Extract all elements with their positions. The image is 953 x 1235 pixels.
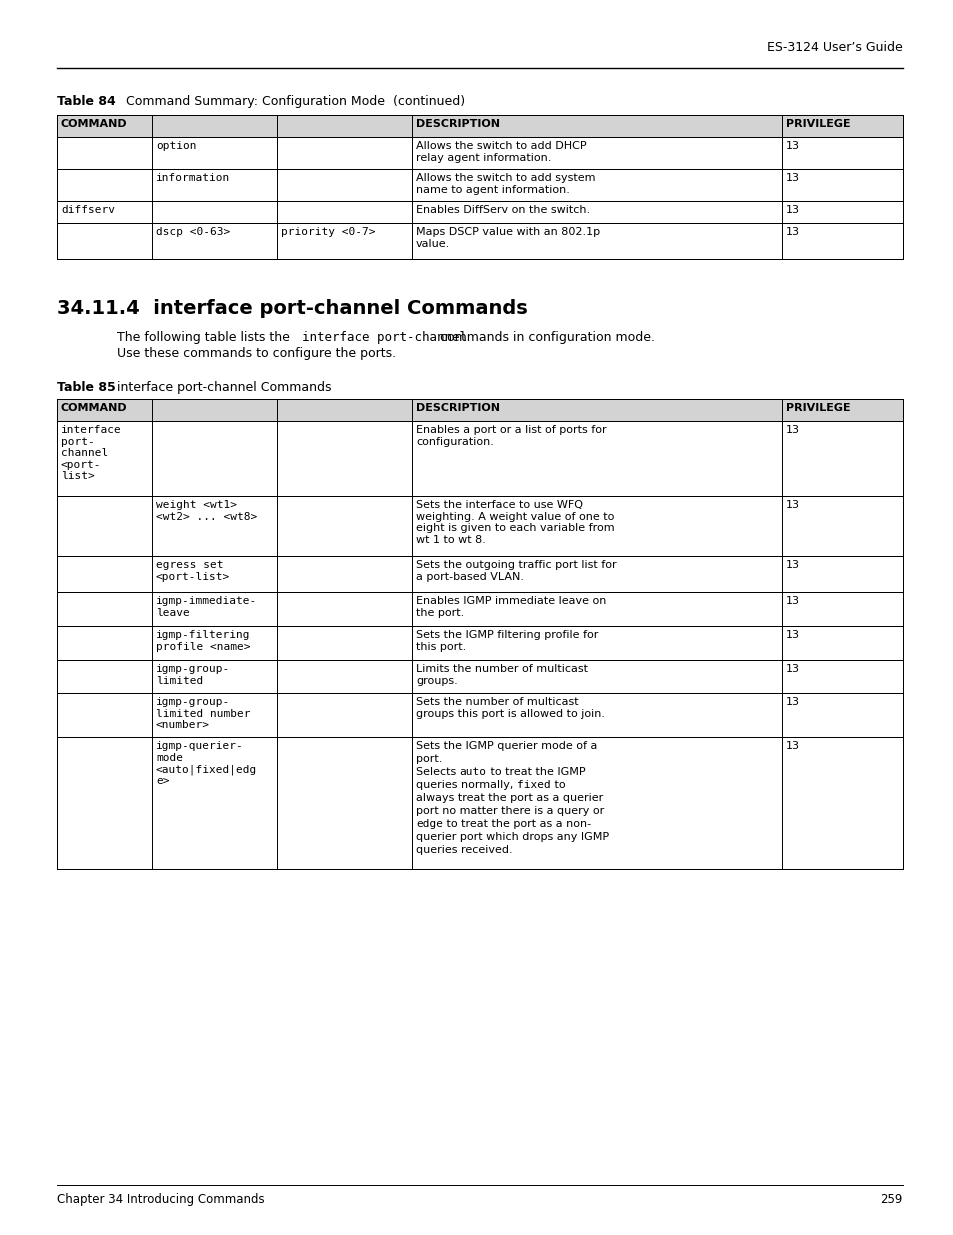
Text: 13: 13 (785, 425, 800, 435)
Text: Enables IGMP immediate leave on
the port.: Enables IGMP immediate leave on the port… (416, 597, 606, 618)
Text: igmp-filtering
profile <name>: igmp-filtering profile <name> (156, 630, 251, 652)
Text: egress set
<port-list>: egress set <port-list> (156, 559, 230, 582)
Text: The following table lists the: The following table lists the (117, 331, 294, 345)
Text: Maps DSCP value with an 802.1p
value.: Maps DSCP value with an 802.1p value. (416, 227, 599, 248)
Text: Chapter 34 Introducing Commands: Chapter 34 Introducing Commands (57, 1193, 264, 1207)
Text: COMMAND: COMMAND (61, 403, 128, 412)
Text: 259: 259 (880, 1193, 902, 1207)
Text: DESCRIPTION: DESCRIPTION (416, 119, 499, 128)
Text: PRIVILEGE: PRIVILEGE (785, 119, 850, 128)
Bar (57, 737, 902, 869)
Text: 13: 13 (785, 559, 800, 571)
Text: 13: 13 (785, 500, 800, 510)
Bar (57, 399, 902, 421)
Text: auto: auto (459, 767, 486, 777)
Text: igmp-group-
limited: igmp-group- limited (156, 664, 230, 685)
Text: commands in configuration mode.: commands in configuration mode. (436, 331, 655, 345)
Text: Command Summary: Configuration Mode  (continued): Command Summary: Configuration Mode (con… (113, 95, 465, 107)
Bar (57, 496, 902, 556)
Text: igmp-querier-
mode
<auto|fixed|edg
e>: igmp-querier- mode <auto|fixed|edg e> (156, 741, 257, 787)
Text: 13: 13 (785, 664, 800, 674)
Text: igmp-group-
limited number
<number>: igmp-group- limited number <number> (156, 697, 251, 730)
Text: 13: 13 (785, 141, 800, 151)
Bar (57, 421, 902, 496)
Text: information: information (156, 173, 230, 183)
Bar (57, 224, 902, 259)
Text: to treat the port as a non-: to treat the port as a non- (442, 819, 591, 829)
Text: 34.11.4  interface port-channel Commands: 34.11.4 interface port-channel Commands (57, 299, 527, 317)
Text: PRIVILEGE: PRIVILEGE (785, 403, 850, 412)
Text: Sets the number of multicast
groups this port is allowed to join.: Sets the number of multicast groups this… (416, 697, 604, 719)
Text: 13: 13 (785, 227, 800, 237)
Text: Use these commands to configure the ports.: Use these commands to configure the port… (117, 347, 395, 359)
Text: diffserv: diffserv (61, 205, 115, 215)
Text: ES-3124 User’s Guide: ES-3124 User’s Guide (766, 41, 902, 54)
Text: 13: 13 (785, 597, 800, 606)
Text: Table 85: Table 85 (57, 382, 115, 394)
Text: to treat the IGMP: to treat the IGMP (486, 767, 585, 777)
Text: port no matter there is a query or: port no matter there is a query or (416, 806, 603, 816)
Text: Limits the number of multicast
groups.: Limits the number of multicast groups. (416, 664, 587, 685)
Text: interface port-channel Commands: interface port-channel Commands (105, 382, 331, 394)
Text: option: option (156, 141, 196, 151)
Text: port.: port. (416, 755, 442, 764)
Text: Table 84: Table 84 (57, 95, 115, 107)
Text: priority <0-7>: priority <0-7> (281, 227, 375, 237)
Bar (57, 201, 902, 224)
Bar (57, 693, 902, 737)
Text: 13: 13 (785, 697, 800, 706)
Text: Sets the interface to use WFQ
weighting. A weight value of one to
eight is given: Sets the interface to use WFQ weighting.… (416, 500, 614, 545)
Text: Allows the switch to add DHCP
relay agent information.: Allows the switch to add DHCP relay agen… (416, 141, 586, 163)
Text: igmp-immediate-
leave: igmp-immediate- leave (156, 597, 257, 618)
Text: Allows the switch to add system
name to agent information.: Allows the switch to add system name to … (416, 173, 595, 195)
Text: dscp <0-63>: dscp <0-63> (156, 227, 230, 237)
Text: fixed: fixed (517, 781, 550, 790)
Text: 13: 13 (785, 741, 800, 751)
Text: 13: 13 (785, 205, 800, 215)
Text: DESCRIPTION: DESCRIPTION (416, 403, 499, 412)
Text: queries normally,: queries normally, (416, 781, 517, 790)
Text: Sets the outgoing traffic port list for
a port-based VLAN.: Sets the outgoing traffic port list for … (416, 559, 616, 582)
Bar (57, 659, 902, 693)
Bar (57, 137, 902, 169)
Text: 13: 13 (785, 173, 800, 183)
Text: to: to (550, 781, 565, 790)
Bar (57, 626, 902, 659)
Bar (57, 592, 902, 626)
Text: Sets the IGMP filtering profile for
this port.: Sets the IGMP filtering profile for this… (416, 630, 598, 652)
Text: interface
port-
channel
<port-
list>: interface port- channel <port- list> (61, 425, 122, 482)
Text: Enables a port or a list of ports for
configuration.: Enables a port or a list of ports for co… (416, 425, 606, 447)
Text: Sets the IGMP querier mode of a: Sets the IGMP querier mode of a (416, 741, 597, 751)
Text: Selects: Selects (416, 767, 459, 777)
Text: interface port-channel: interface port-channel (302, 331, 467, 345)
Text: querier port which drops any IGMP: querier port which drops any IGMP (416, 832, 608, 842)
Bar (57, 556, 902, 592)
Text: edge: edge (416, 819, 442, 829)
Text: Enables DiffServ on the switch.: Enables DiffServ on the switch. (416, 205, 590, 215)
Text: queries received.: queries received. (416, 845, 512, 855)
Bar (57, 169, 902, 201)
Text: always treat the port as a querier: always treat the port as a querier (416, 793, 602, 803)
Text: COMMAND: COMMAND (61, 119, 128, 128)
Text: 13: 13 (785, 630, 800, 640)
Text: weight <wt1>
<wt2> ... <wt8>: weight <wt1> <wt2> ... <wt8> (156, 500, 257, 521)
Bar (57, 115, 902, 137)
